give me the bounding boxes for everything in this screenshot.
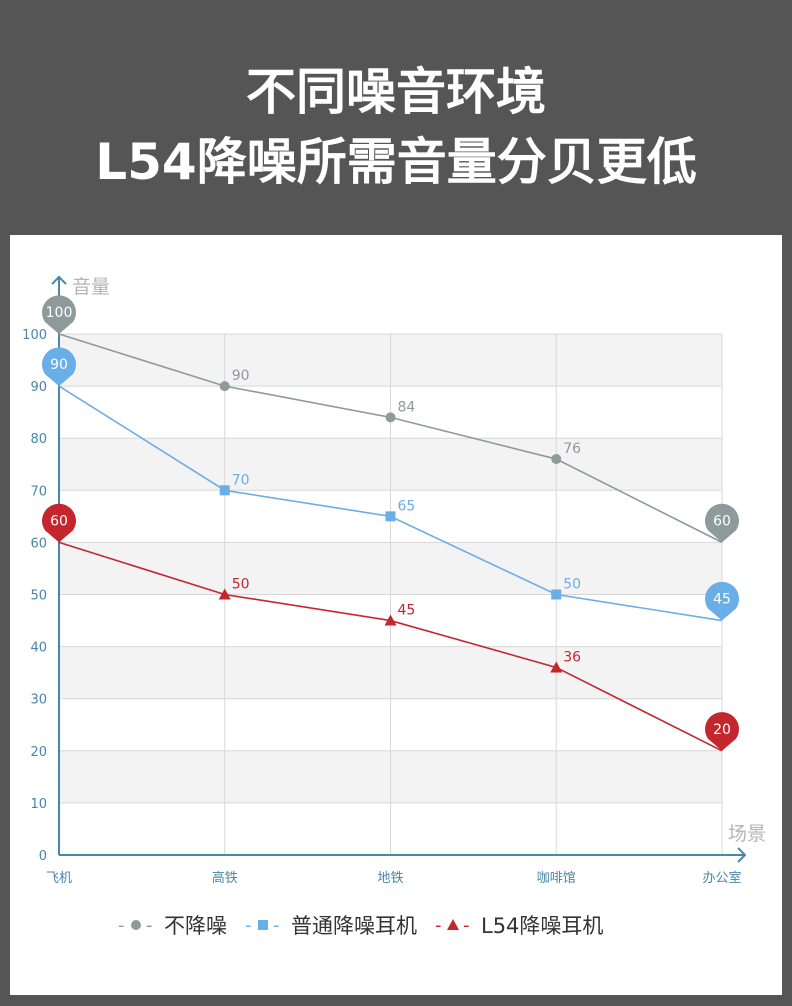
legend-dash: - (273, 915, 280, 936)
x-tick-label: 办公室 (702, 870, 741, 886)
y-tick-label: 80 (30, 432, 47, 447)
data-label: 60 (50, 513, 68, 529)
value-pin-icon (42, 347, 76, 387)
data-label: 84 (398, 399, 416, 415)
x-tick-label: 高铁 (212, 870, 238, 886)
data-label: 65 (398, 498, 416, 514)
legend-label: L54降噪耳机 (481, 914, 603, 938)
circle-marker (551, 454, 562, 465)
value-pin-icon (704, 712, 740, 751)
y-tick-label: 100 (22, 328, 47, 343)
circle-marker (131, 920, 141, 930)
data-label: 60 (713, 513, 731, 529)
y-tick-label: 0 (39, 849, 47, 864)
y-tick-label: 50 (30, 589, 47, 604)
circle-marker (385, 412, 396, 423)
triangle-marker (218, 588, 231, 600)
y-tick-label: 10 (30, 797, 47, 812)
data-label: 45 (713, 592, 731, 608)
circle-marker (219, 381, 230, 392)
value-pin-icon (42, 503, 76, 543)
legend-dash: - (245, 915, 252, 936)
legend-label: 不降噪 (164, 914, 227, 938)
data-label: 100 (46, 305, 73, 321)
data-label: 45 (398, 603, 416, 619)
data-label: 90 (50, 357, 68, 373)
data-label: 90 (232, 368, 250, 384)
y-tick-label: 90 (30, 380, 47, 395)
value-pin-icon (704, 503, 740, 543)
y-tick-label: 60 (30, 536, 47, 551)
square-marker (385, 511, 396, 522)
data-label: 50 (232, 577, 250, 593)
triangle-marker (447, 919, 459, 930)
y-tick-label: 20 (30, 745, 47, 760)
triangle-marker (550, 661, 563, 673)
data-label: 36 (563, 649, 581, 665)
data-label: 70 (232, 472, 250, 488)
data-label: 50 (563, 577, 581, 593)
x-axis-arrow-icon (737, 847, 747, 863)
x-tick-label: 地铁 (377, 871, 403, 886)
data-label: 20 (713, 722, 731, 738)
y-tick-label: 30 (30, 693, 47, 708)
data-label: 76 (563, 441, 581, 457)
legend-dash: - (118, 915, 125, 936)
square-marker (258, 920, 268, 930)
value-pin-icon (704, 581, 740, 621)
square-marker (551, 589, 562, 600)
x-axis-label: 场景 (728, 823, 766, 845)
legend-dash: - (435, 915, 442, 936)
title-line-1: 不同噪音环境 (246, 63, 546, 121)
value-pin-icon (42, 295, 76, 334)
legend-dash: - (463, 915, 470, 936)
y-axis-arrow-icon (51, 275, 67, 285)
legend-dash: - (146, 915, 153, 936)
triangle-marker (384, 614, 397, 626)
square-marker (219, 485, 230, 496)
y-tick-label: 40 (30, 641, 47, 656)
legend-label: 普通降噪耳机 (291, 914, 417, 938)
x-tick-label: 咖啡馆 (537, 871, 576, 886)
y-axis-label: 音量 (72, 276, 110, 298)
title-line-2: L54降噪所需音量分贝更低 (95, 133, 697, 191)
x-tick-label: 飞机 (46, 871, 72, 886)
y-tick-label: 70 (30, 484, 47, 499)
